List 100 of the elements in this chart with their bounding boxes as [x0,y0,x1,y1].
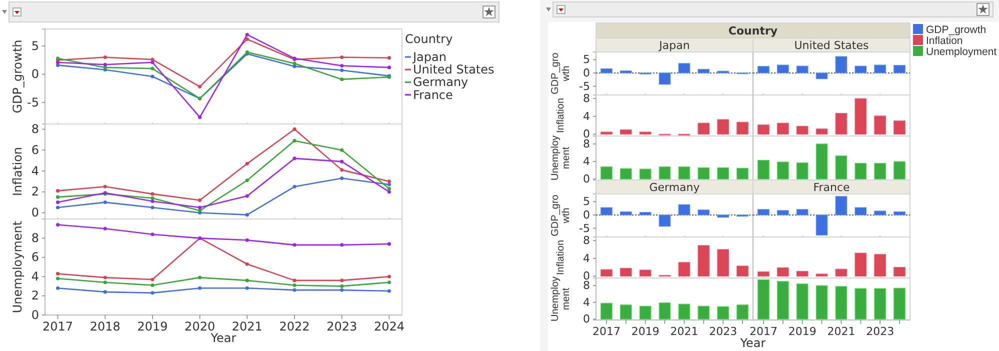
point [387,56,391,60]
point [245,278,249,282]
x-tick-label: 2018 [90,320,120,334]
point [198,206,202,210]
bar [854,252,867,277]
x-tick-label: 2023 [326,320,358,334]
bar [835,112,848,135]
y-axis-title: GDP_growth [10,40,24,114]
point [150,232,154,236]
legend-label: GDP_growth [926,24,986,36]
x-axis-title: Year [739,336,766,350]
point [56,195,60,199]
bar [600,269,612,277]
point [150,278,154,282]
bar [796,209,808,216]
legend-label: Germany [413,75,468,90]
y-tick-label: 2 [31,288,39,303]
point [292,127,296,131]
bar [796,271,808,277]
bar [717,214,730,218]
bar [854,98,867,135]
bar [776,162,789,180]
point [387,190,391,194]
y-tick-label: 8 [583,92,590,106]
x-tick-label: 2021 [827,324,856,338]
point [56,272,60,276]
x-tick-label: 2017 [592,324,620,338]
y-axis-title: Unemployment [550,135,572,181]
x-tick-label: 2019 [137,320,168,334]
point [103,184,107,188]
point [245,262,249,266]
point [292,156,296,160]
point [198,198,202,202]
point [340,148,344,152]
point [56,60,60,64]
y-tick-label: 0 [31,206,39,220]
y-tick-label: 5 [583,195,590,208]
legend-label: Japan [412,50,446,64]
bar [698,245,710,277]
point [198,286,202,290]
y-tick-label: 8 [31,122,39,136]
bar [796,66,808,74]
x-tick-label: 2017 [42,320,74,334]
point [150,60,154,64]
bar [894,64,906,74]
chart-title: United States [794,39,870,52]
point [387,180,391,184]
bar [816,274,828,277]
point [150,74,154,78]
point [150,192,154,196]
point [340,68,344,72]
point [292,62,296,66]
point [245,213,249,217]
bar [854,66,867,74]
bar [854,207,867,216]
bar [736,122,748,135]
x-tick-label: 2021 [232,320,262,334]
x-tick-label: 2021 [670,324,698,338]
legend-label: Inflation [926,35,963,47]
point [198,208,202,212]
point [56,200,60,204]
y-tick-label: 4 [31,269,39,284]
point [340,55,344,60]
y-axis-title: GDP_growth [550,194,572,236]
bar [758,160,770,180]
point [292,138,296,142]
point [245,32,249,36]
bar [854,162,867,180]
y-tick-label: 4 [583,296,590,309]
point [245,238,249,242]
bar [600,68,612,74]
y-axis-title: Inflation [556,240,566,276]
point [56,286,60,290]
bar [894,211,906,216]
bar [835,156,848,180]
y-tick-label: 8 [31,231,39,246]
point [292,243,296,247]
bar [758,124,770,135]
bar [894,267,906,277]
bar [835,286,848,320]
bar [816,144,828,180]
chart-title: France [813,181,850,194]
bar [776,267,789,277]
y-tick-label: 8 [583,279,590,292]
y-tick-label: 6 [31,250,39,264]
point [387,182,391,186]
point [340,243,344,247]
bar [874,254,886,277]
point [340,168,344,172]
point [103,200,107,204]
bar [678,204,690,216]
point [340,160,344,164]
bar [816,214,828,236]
point [150,291,154,295]
bar [758,271,770,277]
point [340,64,344,68]
bar [639,270,652,277]
x-tick-label: 2017 [749,324,778,338]
point [387,242,391,246]
y-tick-label: 0 [583,208,590,222]
